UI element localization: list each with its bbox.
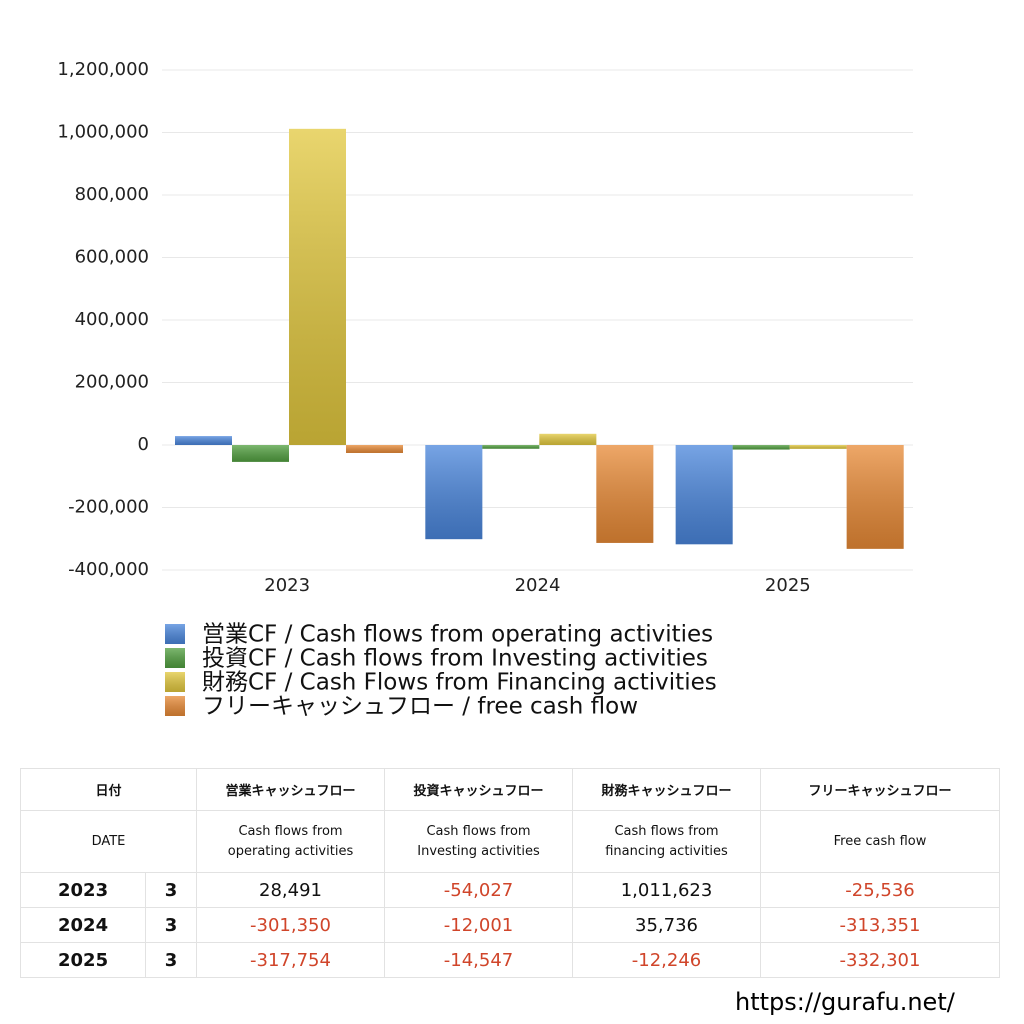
table-row: 2025 3 -317,754 -14,547 -12,246 -332,301 — [20, 942, 1000, 978]
table-cell: 2024 — [20, 907, 146, 943]
y-tick-label: -400,000 — [68, 559, 149, 580]
legend-label: 投資CF / Cash flows from Investing activit… — [202, 646, 708, 672]
table-cell: 3 — [145, 907, 197, 943]
data-table: 日付 営業キャッシュフロー 投資キャッシュフロー 財務キャッシュフロー フリーキャッシュ… — [20, 768, 1000, 978]
table-cell: 2025 — [20, 942, 146, 978]
legend-swatch-shade — [165, 672, 185, 692]
bar — [425, 445, 483, 540]
table-cell: DATE — [20, 810, 197, 873]
y-tick-label: 800,000 — [75, 184, 149, 205]
bar — [732, 445, 790, 450]
table-cell: -12,001 — [384, 907, 573, 943]
legend-swatch-shade — [165, 624, 185, 644]
table-cell: -54,027 — [384, 872, 573, 908]
table-row: 2023 3 28,491 -54,027 1,011,623 -25,536 — [20, 872, 1000, 908]
bar — [596, 445, 654, 543]
y-tick-label: 1,000,000 — [57, 122, 149, 143]
table-cell: -332,301 — [760, 942, 1000, 978]
table-row: DATE Cash flows from operating activities… — [20, 810, 1000, 873]
table-cell: -313,351 — [760, 907, 1000, 943]
table-row: 2024 3 -301,350 -12,001 35,736 -313,351 — [20, 907, 1000, 943]
table-cell: -25,536 — [760, 872, 1000, 908]
y-tick-label: 600,000 — [75, 247, 149, 268]
legend-label: 財務CF / Cash Flows from Financing activit… — [202, 670, 717, 696]
table-cell: 日付 — [20, 768, 197, 811]
bar — [482, 445, 540, 449]
bar — [539, 433, 597, 445]
table-cell: -12,246 — [572, 942, 761, 978]
chart: -400,000 -200,000 0 200,000 400,000 600,000 80… — [57, 59, 913, 720]
bar — [175, 436, 232, 445]
table-cell: -301,350 — [196, 907, 385, 943]
table-cell: -14,547 — [384, 942, 573, 978]
y-tick-label: 200,000 — [75, 372, 149, 393]
bar — [846, 445, 904, 549]
table-cell: Cash flows from Investing activities — [384, 810, 573, 873]
table-cell: Free cash flow — [760, 810, 1000, 873]
table-cell: 財務キャッシュフロー — [572, 768, 761, 811]
bar — [675, 445, 733, 545]
y-tick-label: 1,200,000 — [57, 59, 149, 80]
bar — [789, 445, 847, 449]
x-tick-label: 2024 — [515, 575, 561, 596]
table-cell: Cash flows from financing activities — [572, 810, 761, 873]
table-row: 日付 営業キャッシュフロー 投資キャッシュフロー 財務キャッシュフロー フリーキャッシュ… — [20, 768, 1000, 811]
legend-swatch-shade — [165, 648, 185, 668]
legend-label: フリーキャッシュフロー / free cash flow — [202, 694, 638, 720]
table-cell: フリーキャッシュフロー — [760, 768, 1000, 811]
table-cell: 1,011,623 — [572, 872, 761, 908]
table-cell: 2023 — [20, 872, 146, 908]
bar — [232, 445, 289, 462]
table-cell: 投資キャッシュフロー — [384, 768, 573, 811]
y-tick-label: 0 — [138, 434, 149, 455]
footer-url: https://gurafu.net/ — [735, 988, 955, 1016]
table-cell: 35,736 — [572, 907, 761, 943]
bar — [289, 128, 346, 446]
table-cell: 3 — [145, 942, 197, 978]
legend-swatch-shade — [165, 696, 185, 716]
table-cell: 28,491 — [196, 872, 385, 908]
bar — [346, 445, 403, 453]
table-cell: 営業キャッシュフロー — [196, 768, 385, 811]
legend-label: 営業CF / Cash flows from operating activit… — [202, 622, 713, 648]
y-tick-label: 400,000 — [75, 309, 149, 330]
table-cell: Cash flows from operating activities — [196, 810, 385, 873]
table-cell: -317,754 — [196, 942, 385, 978]
table-cell: 3 — [145, 872, 197, 908]
x-tick-label: 2025 — [765, 575, 811, 596]
x-tick-label: 2023 — [264, 575, 310, 596]
y-tick-label: -200,000 — [68, 497, 149, 518]
